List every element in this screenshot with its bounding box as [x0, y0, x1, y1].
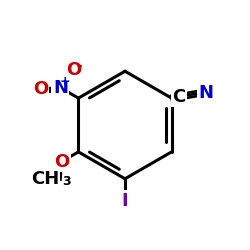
Text: -: -	[76, 59, 82, 73]
Text: I: I	[122, 192, 128, 210]
Text: N: N	[198, 84, 214, 102]
Text: 3: 3	[62, 175, 71, 188]
Text: O: O	[66, 61, 82, 79]
Text: O: O	[33, 80, 48, 98]
Text: O: O	[54, 153, 69, 171]
Text: +: +	[60, 75, 70, 88]
Text: C: C	[172, 88, 186, 106]
Text: N: N	[53, 79, 68, 97]
Text: CH: CH	[31, 170, 59, 188]
